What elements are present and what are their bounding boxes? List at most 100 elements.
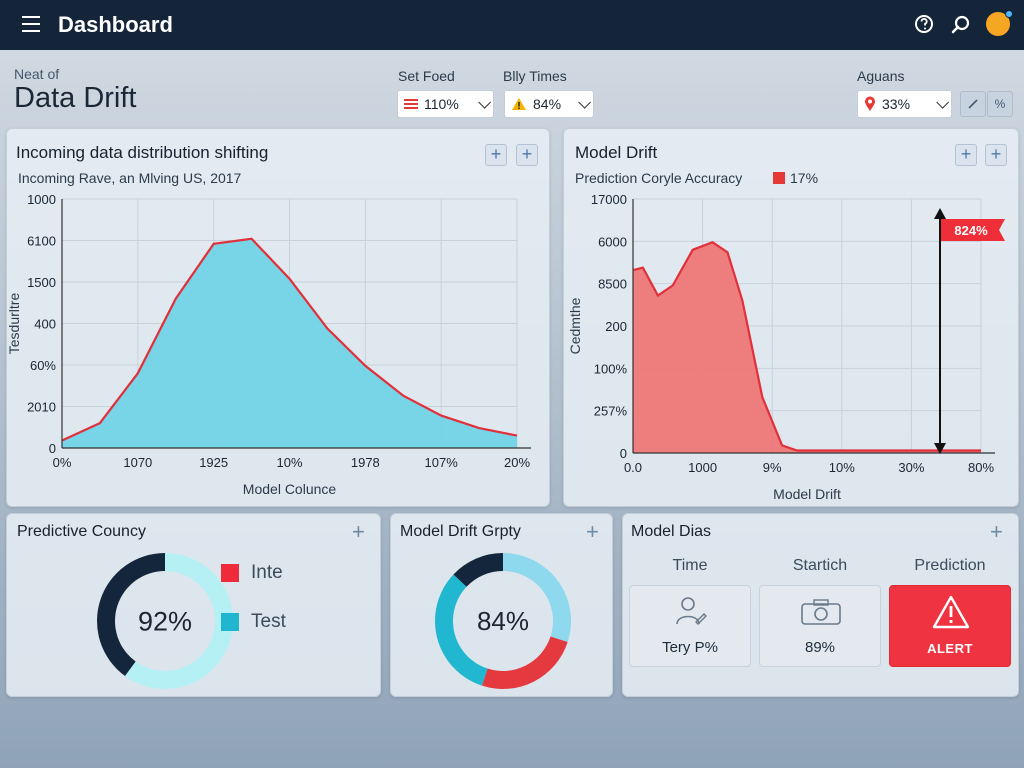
x-tick-label: 80% xyxy=(968,460,994,475)
warning-icon xyxy=(512,98,526,110)
filter-value-1: 110% xyxy=(424,96,459,112)
filter-label-1: Set Foed xyxy=(398,68,455,84)
predictive-donut-chart: 92% xyxy=(97,553,233,689)
range-arrow-head-up xyxy=(934,208,946,219)
warning-icon xyxy=(932,595,970,629)
donut-slice xyxy=(453,553,503,587)
x-axis-label: Model Colunce xyxy=(243,481,337,497)
x-tick-label: 20% xyxy=(504,455,530,470)
add-button[interactable]: + xyxy=(955,144,977,166)
panel-model-drift: Model Drift Prediction Coryle Accuracy 1… xyxy=(563,128,1019,507)
donut-slice xyxy=(503,553,571,643)
tile-startich[interactable]: 89% xyxy=(759,585,881,667)
filter-select-2[interactable]: 84% xyxy=(504,90,594,118)
edit-icon[interactable] xyxy=(960,91,986,117)
donut-center-label: 92% xyxy=(138,606,192,636)
y-tick-label: 100% xyxy=(594,361,628,376)
x-tick-label: 9% xyxy=(763,460,782,475)
chevron-down-icon xyxy=(578,95,591,109)
app-title: Dashboard xyxy=(58,12,173,37)
x-tick-label: 1925 xyxy=(199,455,228,470)
y-tick-label: 257% xyxy=(594,404,628,419)
panel-title: Model Drift xyxy=(575,143,658,162)
panel-subtitle: Incoming Rave, an Mlving US, 2017 xyxy=(18,170,242,186)
x-tick-label: 1978 xyxy=(351,455,380,470)
tile-time[interactable]: Tery P% xyxy=(629,585,751,667)
legend-label: Inte xyxy=(251,562,283,583)
donut-slice xyxy=(481,636,568,689)
y-tick-label: 0 xyxy=(49,441,56,456)
panel-incoming-distribution: Incoming data distribution shifting Inco… xyxy=(6,128,550,507)
filter-select-3[interactable]: 33% xyxy=(857,90,952,118)
chevron-down-icon xyxy=(936,95,949,109)
donut-slice xyxy=(97,553,165,677)
x-tick-label: 0% xyxy=(53,455,72,470)
x-tick-label: 10% xyxy=(829,460,855,475)
y-tick-label: 2010 xyxy=(27,400,56,415)
panel-model-drift-grpty: Model Drift Grpty + 84% xyxy=(390,513,613,697)
search-icon[interactable] xyxy=(950,13,972,35)
tile-label: Tery P% xyxy=(662,639,718,656)
y-tick-label: 6000 xyxy=(598,234,627,249)
chevron-down-icon xyxy=(478,95,491,109)
user-edit-icon xyxy=(676,597,707,625)
filter-value-3: 33% xyxy=(882,96,911,112)
add-button[interactable]: + xyxy=(990,519,1003,544)
y-tick-label: 6100 xyxy=(27,234,56,249)
area-fill xyxy=(633,242,981,453)
x-tick-label: 107% xyxy=(425,455,459,470)
panel-title: Model Dias xyxy=(631,523,712,540)
add-button[interactable]: + xyxy=(586,519,599,544)
notification-dot xyxy=(1005,10,1013,18)
panel-title: Predictive Councy xyxy=(17,523,146,540)
avatar[interactable] xyxy=(986,10,1013,38)
add-button[interactable]: + xyxy=(485,144,507,166)
x-tick-label: 0.0 xyxy=(624,460,642,475)
page-subtitle: Neat of xyxy=(14,66,60,82)
y-tick-label: 17000 xyxy=(591,192,627,207)
panel-title: Model Drift Grpty xyxy=(400,523,521,540)
add-button[interactable]: + xyxy=(352,519,365,544)
column-header-startich: Startich xyxy=(792,557,848,574)
filter-label-3: Aguans xyxy=(857,68,905,84)
column-header-time: Time xyxy=(672,557,708,574)
x-tick-label: 10% xyxy=(276,455,302,470)
filter-label-2: Blly Times xyxy=(503,68,567,84)
filter-select-1[interactable]: 110% xyxy=(397,90,494,118)
legend-item-test: Test xyxy=(221,611,286,633)
range-arrow-head-down xyxy=(934,443,946,454)
legend-swatch xyxy=(773,172,785,184)
y-tick-label: 200 xyxy=(605,319,627,334)
model-drift-chart: 17000 6000 8500 200 100% 257% 00.0 1000 9% 10% 30%… xyxy=(567,192,1005,502)
alert-button[interactable]: ALERT xyxy=(889,585,1011,667)
legend-label: Test xyxy=(251,611,286,632)
marker-label: 824% xyxy=(954,223,988,238)
add-button[interactable]: + xyxy=(985,144,1007,166)
percent-icon[interactable]: % xyxy=(987,91,1013,117)
filter-value-2: 84% xyxy=(533,96,562,112)
donut-slice xyxy=(435,574,488,686)
y-axis-label: Cedmthe xyxy=(567,297,583,354)
y-tick-label: 0 xyxy=(620,446,627,461)
menu-icon[interactable] xyxy=(22,16,40,32)
panel-title: Incoming data distribution shifting xyxy=(16,143,269,162)
legend-item-inte: Inte xyxy=(221,562,283,584)
bars-icon xyxy=(404,99,418,109)
drift-donut-chart: 84% xyxy=(435,553,571,689)
donut-slice xyxy=(125,553,233,689)
tile-label: ALERT xyxy=(927,641,973,656)
page-title: Data Drift xyxy=(14,82,137,114)
x-axis-label: Model Drift xyxy=(773,486,841,502)
donut-center-label: 84% xyxy=(477,606,529,636)
help-icon[interactable] xyxy=(913,13,935,35)
column-header-prediction: Prediction xyxy=(914,557,986,574)
incoming-distribution-chart: 1000 6100 1500 400 60% 2010 00% 1070 1925 10% 1978… xyxy=(7,192,531,497)
legend-value: 17% xyxy=(790,170,819,186)
panel-subtitle: Prediction Coryle Accuracy xyxy=(575,170,743,186)
x-tick-label: 1000 xyxy=(688,460,717,475)
legend-swatch xyxy=(221,613,239,631)
marker-flag xyxy=(941,219,1005,241)
tile-label: 89% xyxy=(804,639,836,656)
camera-icon xyxy=(801,599,841,625)
add-button[interactable]: + xyxy=(516,144,538,166)
